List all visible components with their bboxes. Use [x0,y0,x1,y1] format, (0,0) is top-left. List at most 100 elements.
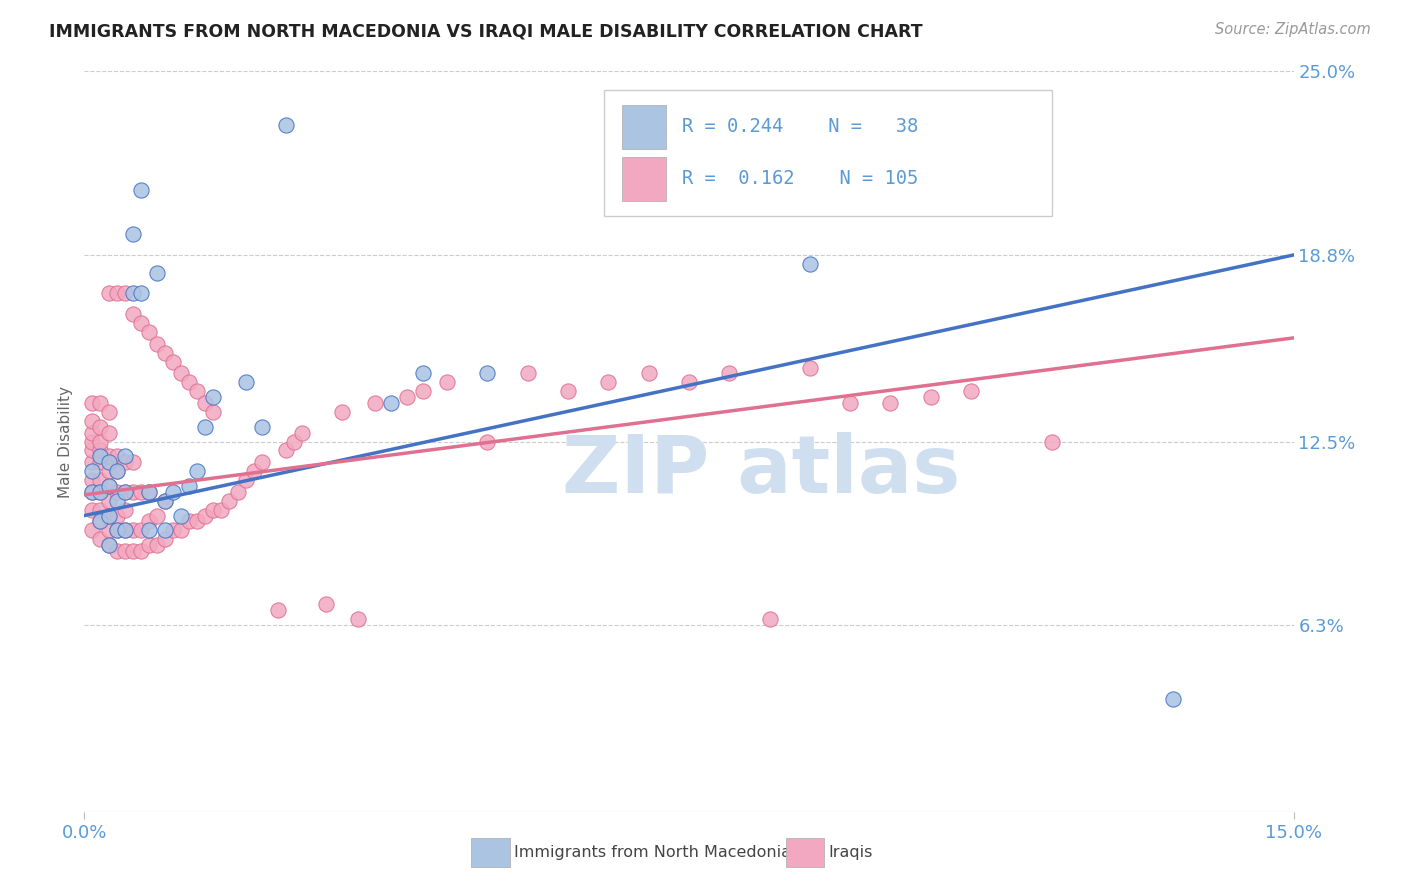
Point [202,405,225,419]
Point [153,493,176,508]
Point [637,367,659,381]
Point [138,515,160,529]
Point [129,286,152,301]
Point [89,502,111,516]
Text: ZIP atlas: ZIP atlas [562,432,960,510]
Point [267,603,290,617]
Point [114,524,136,538]
Point [194,419,217,434]
Point [153,524,176,538]
Point [114,286,136,301]
Point [129,544,152,558]
Text: Immigrants from North Macedonia: Immigrants from North Macedonia [513,845,790,860]
Text: IMMIGRANTS FROM NORTH MACEDONIA VS IRAQI MALE DISABILITY CORRELATION CHART: IMMIGRANTS FROM NORTH MACEDONIA VS IRAQI… [49,22,922,40]
Point [89,484,111,499]
Point [250,455,273,469]
Point [557,384,579,399]
Point [138,538,160,552]
Point [97,479,120,493]
Point [146,538,169,552]
Y-axis label: Male Disability: Male Disability [58,385,73,498]
Point [105,484,128,499]
Point [186,384,208,399]
Point [114,484,136,499]
Point [82,425,104,440]
Point [89,443,111,458]
Point [97,425,120,440]
Point [718,367,741,381]
FancyBboxPatch shape [786,838,824,867]
Point [170,508,193,523]
Point [114,450,136,464]
Point [121,227,143,242]
Point [82,396,104,410]
Point [121,484,143,499]
Point [97,493,120,508]
Point [82,464,104,478]
Point [153,533,176,547]
Point [97,538,120,552]
Point [138,524,160,538]
Point [170,524,193,538]
Point [105,524,128,538]
Point [162,354,184,368]
Point [170,367,193,381]
Point [129,484,152,499]
Point [347,612,370,626]
Point [799,360,821,375]
Point [121,544,143,558]
Point [105,464,128,478]
Point [799,257,821,271]
Point [162,524,184,538]
Point [138,484,160,499]
Point [283,434,305,449]
Point [129,183,152,197]
Point [920,390,942,404]
Point [226,484,249,499]
Point [758,612,780,626]
Point [89,484,111,499]
Point [477,367,499,381]
Point [235,473,257,487]
Point [516,367,538,381]
Point [82,484,104,499]
Point [105,450,128,464]
Point [274,118,297,132]
Point [97,464,120,478]
FancyBboxPatch shape [605,90,1052,216]
Point [97,508,120,523]
Point [105,544,128,558]
Point [82,434,104,449]
Point [153,493,176,508]
Point [960,384,983,399]
Point [97,286,120,301]
Point [129,316,152,330]
Point [89,473,111,487]
Point [97,405,120,419]
Point [105,508,128,523]
Point [218,493,240,508]
Point [97,455,120,469]
Point [89,396,111,410]
FancyBboxPatch shape [623,105,666,149]
Point [291,425,314,440]
Point [146,336,169,351]
Point [412,384,434,399]
Point [678,376,700,390]
Point [82,443,104,458]
Point [179,479,201,493]
Point [89,450,111,464]
Point [209,502,232,516]
Point [89,533,111,547]
Point [477,434,499,449]
Point [330,405,353,419]
Point [194,396,217,410]
Point [129,524,152,538]
Point [436,376,458,390]
Point [121,286,143,301]
FancyBboxPatch shape [623,157,666,201]
Point [138,325,160,339]
Point [153,345,176,359]
Point [242,464,264,478]
Point [89,515,111,529]
